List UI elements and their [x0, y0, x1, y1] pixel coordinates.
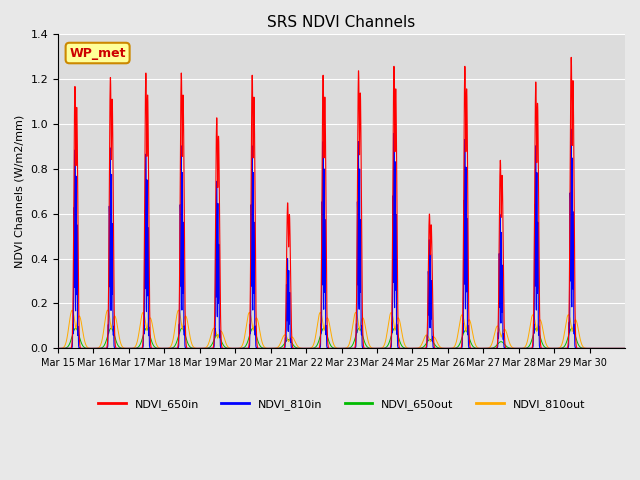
- Y-axis label: NDVI Channels (W/m2/mm): NDVI Channels (W/m2/mm): [15, 115, 25, 268]
- Title: SRS NDVI Channels: SRS NDVI Channels: [268, 15, 415, 30]
- Legend: NDVI_650in, NDVI_810in, NDVI_650out, NDVI_810out: NDVI_650in, NDVI_810in, NDVI_650out, NDV…: [93, 395, 589, 415]
- Text: WP_met: WP_met: [69, 47, 126, 60]
